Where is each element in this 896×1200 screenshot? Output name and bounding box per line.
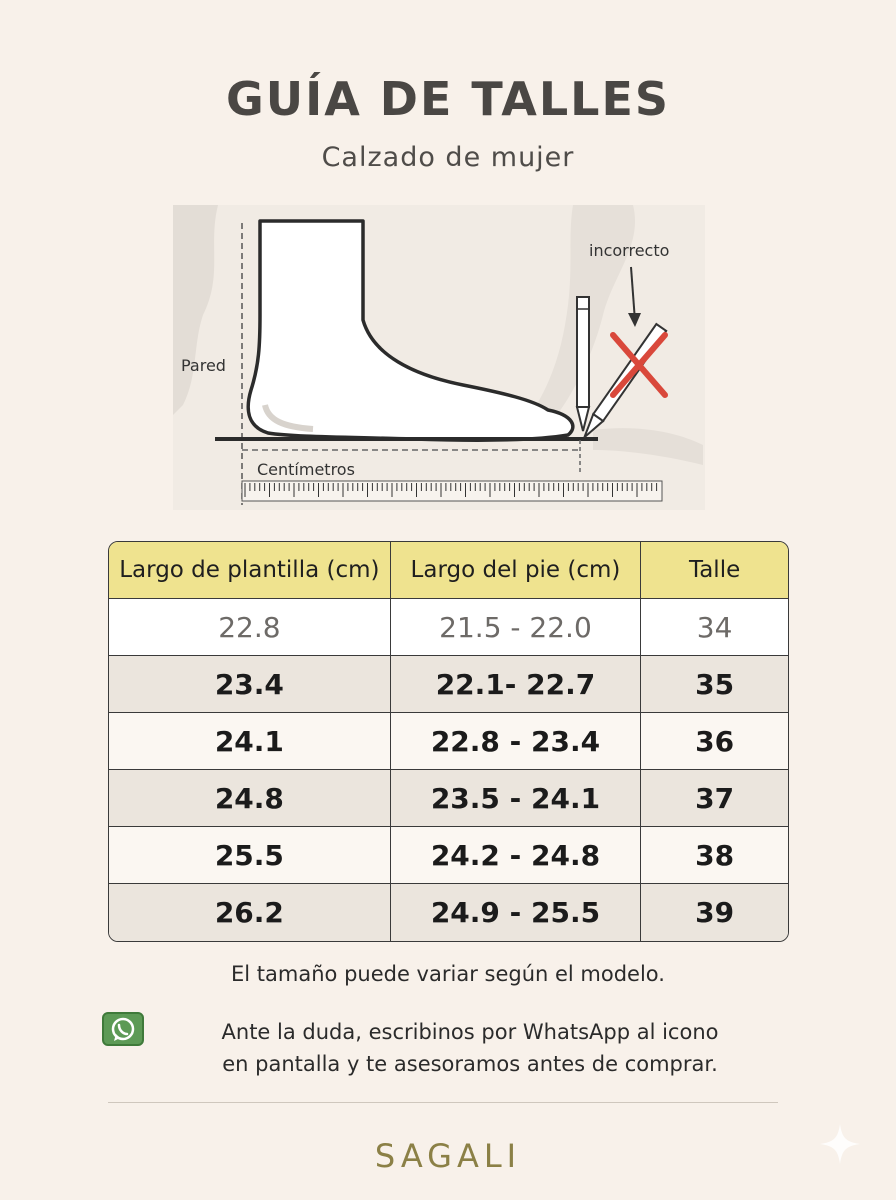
table-row: 24.1 22.8 - 23.4 36 (109, 713, 788, 770)
brand-logo: SAGALI (374, 1137, 522, 1175)
insole-length-cell: 22.8 (109, 599, 391, 656)
foot-length-cell: 22.8 - 23.4 (390, 713, 642, 770)
foot-length-cell: 24.9 - 25.5 (390, 884, 642, 941)
table-row: 25.5 24.2 - 24.8 38 (109, 827, 788, 884)
incorrect-label: incorrecto (589, 241, 669, 260)
foot-length-cell: 21.5 - 22.0 (390, 599, 642, 656)
table-row: 24.8 23.5 - 24.1 37 (109, 770, 788, 827)
insole-length-cell: 24.8 (109, 770, 391, 827)
insole-length-cell: 23.4 (109, 656, 391, 713)
foot-measure-illustration: Pared Centímetros incorrecto (173, 205, 705, 510)
pencil-icon (575, 296, 591, 432)
foot-length-cell: 24.2 - 24.8 (390, 827, 642, 884)
size-note: El tamaño puede variar según el modelo. (231, 962, 665, 986)
header-insole-length: Largo de plantilla (cm) (109, 542, 391, 599)
centimeters-label: Centímetros (257, 460, 355, 479)
foot-length-cell: 22.1- 22.7 (390, 656, 642, 713)
table-row: 23.4 22.1- 22.7 35 (109, 656, 788, 713)
whatsapp-line-1: Ante la duda, escribinos por WhatsApp al… (221, 1020, 719, 1044)
divider (108, 1102, 778, 1103)
table-header-row: Largo de plantilla (cm) Largo del pie (c… (109, 542, 788, 599)
arrow-icon (628, 266, 641, 327)
page-subtitle: Calzado de mujer (321, 142, 575, 173)
insole-length-cell: 24.1 (109, 713, 391, 770)
foot-length-cell: 23.5 - 24.1 (390, 770, 642, 827)
table-row: 22.8 21.5 - 22.0 34 (109, 599, 788, 656)
insole-length-cell: 25.5 (109, 827, 391, 884)
wall-label: Pared (181, 356, 226, 375)
size-cell: 38 (641, 827, 788, 884)
sparkle-icon (820, 1124, 860, 1164)
insole-length-cell: 26.2 (109, 884, 391, 941)
whatsapp-text: Ante la duda, escribinos por WhatsApp al… (140, 1016, 800, 1080)
size-cell: 39 (641, 884, 788, 941)
size-cell: 36 (641, 713, 788, 770)
cross-icon (610, 332, 668, 398)
size-cell: 34 (641, 599, 788, 656)
whatsapp-line-2: en pantalla y te asesoramos antes de com… (222, 1052, 718, 1076)
ruler (241, 480, 663, 502)
whatsapp-icon[interactable] (102, 1012, 144, 1046)
header-size: Talle (641, 542, 788, 599)
size-cell: 35 (641, 656, 788, 713)
table-row: 26.2 24.9 - 25.5 39 (109, 884, 788, 941)
header-foot-length: Largo del pie (cm) (390, 542, 642, 599)
size-table: Largo de plantilla (cm) Largo del pie (c… (108, 541, 789, 942)
page-title: GUÍA DE TALLES (225, 72, 671, 126)
size-cell: 37 (641, 770, 788, 827)
